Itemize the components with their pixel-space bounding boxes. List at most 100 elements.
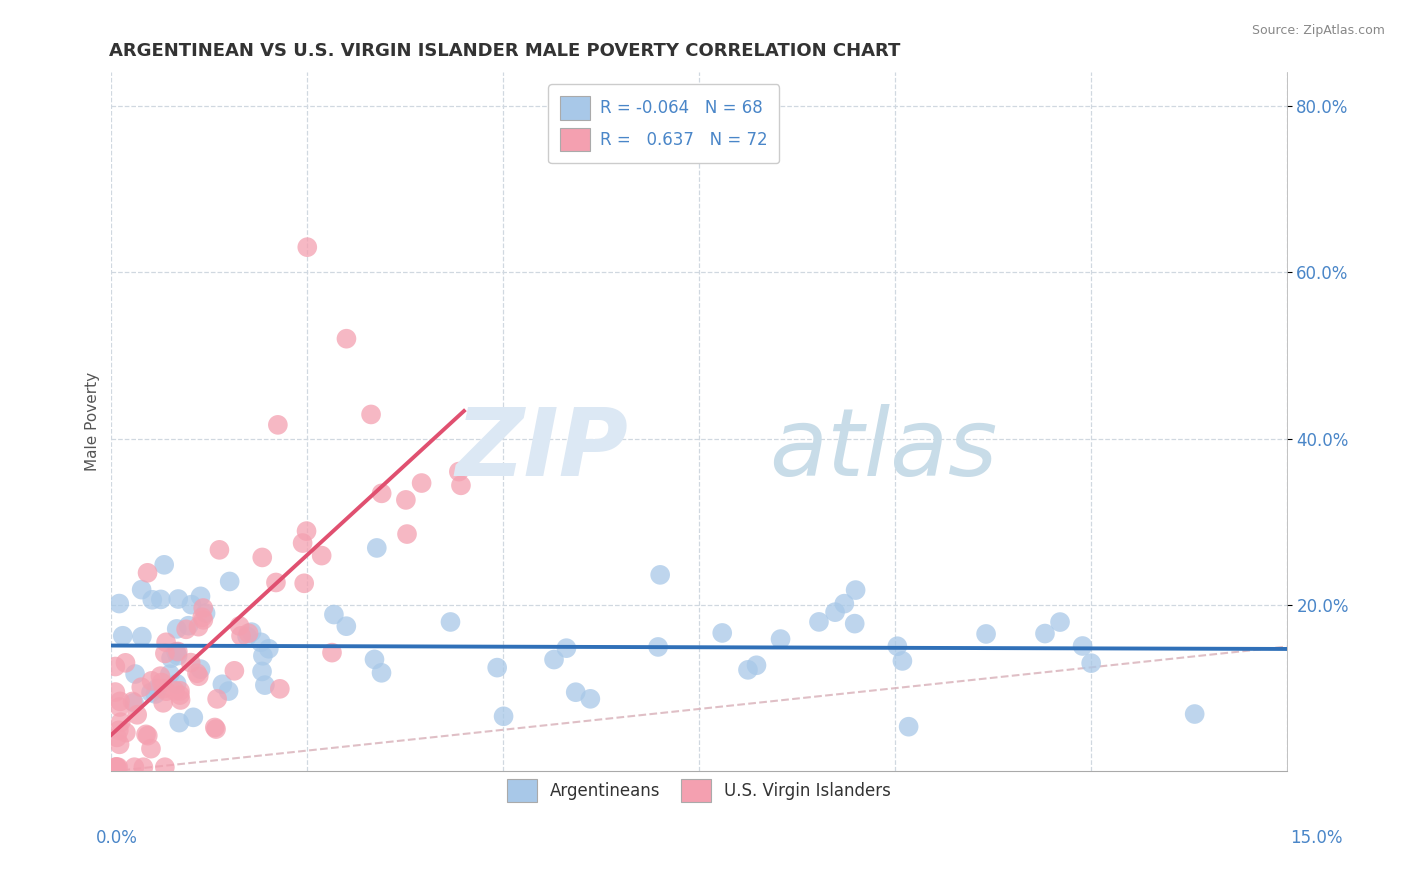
Point (564, 685, 586, 699)
Point (149, 669, 172, 683)
Point (152, 696, 174, 710)
Point (1049, 615, 1071, 629)
Point (291, 536, 314, 550)
Point (107, 760, 129, 774)
Point (447, 465, 470, 479)
Point (180, 598, 202, 612)
Point (650, 567, 672, 582)
Point (167, 592, 190, 607)
Point (150, 675, 173, 690)
Point (1071, 639, 1094, 653)
Point (292, 576, 315, 591)
Point (135, 727, 157, 741)
Point (193, 613, 215, 627)
Point (160, 651, 183, 665)
Point (492, 709, 515, 723)
Point (153, 647, 176, 661)
Point (166, 644, 188, 658)
Point (105, 760, 128, 774)
Point (486, 660, 509, 674)
Point (543, 652, 565, 666)
Point (267, 417, 290, 432)
Point (252, 648, 274, 663)
Point (104, 659, 127, 673)
Point (129, 680, 152, 694)
Point (218, 574, 240, 589)
Point (264, 575, 287, 590)
Point (165, 645, 187, 659)
Point (218, 684, 240, 698)
Point (108, 723, 131, 738)
Point (115, 725, 138, 739)
Point (1033, 626, 1056, 640)
Point (177, 618, 200, 632)
Point (229, 629, 252, 643)
Point (127, 707, 149, 722)
Point (647, 640, 669, 654)
Point (181, 710, 204, 724)
Point (335, 332, 357, 346)
Point (159, 667, 181, 681)
Point (152, 681, 174, 696)
Point (122, 696, 145, 710)
Point (250, 665, 273, 679)
Point (204, 721, 226, 735)
Point (737, 663, 759, 677)
Point (169, 693, 191, 707)
Point (155, 684, 177, 698)
Point (236, 629, 259, 643)
Point (194, 606, 217, 620)
Point (108, 597, 131, 611)
Point (111, 629, 134, 643)
Point (169, 688, 191, 702)
Point (108, 700, 131, 714)
Point (141, 673, 163, 688)
Point (166, 622, 188, 636)
Text: 0.0%: 0.0% (96, 829, 138, 847)
Point (363, 652, 385, 666)
Point (187, 669, 209, 683)
Point (132, 760, 155, 774)
Point (191, 610, 214, 624)
Point (335, 619, 357, 633)
Point (104, 760, 127, 774)
Point (187, 620, 209, 634)
Point (366, 541, 388, 555)
Point (297, 240, 319, 254)
Point (257, 641, 280, 656)
Point (190, 662, 212, 676)
Point (205, 722, 228, 736)
Point (252, 550, 274, 565)
Point (769, 632, 792, 646)
Point (845, 583, 868, 598)
Point (153, 558, 176, 572)
Point (834, 597, 856, 611)
Point (167, 715, 190, 730)
Point (238, 626, 260, 640)
Point (145, 687, 167, 701)
Point (105, 760, 128, 774)
Point (745, 658, 768, 673)
Point (108, 694, 131, 708)
Point (886, 639, 908, 653)
Point (169, 683, 191, 698)
Point (146, 681, 169, 696)
Point (155, 635, 177, 649)
Point (163, 683, 186, 698)
Point (450, 478, 472, 492)
Point (360, 408, 382, 422)
Point (253, 678, 276, 692)
Point (395, 492, 418, 507)
Point (180, 656, 202, 670)
Point (205, 692, 228, 706)
Point (190, 590, 212, 604)
Point (579, 691, 602, 706)
Point (153, 760, 176, 774)
Point (249, 635, 271, 649)
Point (139, 741, 162, 756)
Point (124, 760, 146, 774)
Point (193, 601, 215, 615)
Point (139, 685, 162, 699)
Text: ARGENTINEAN VS U.S. VIRGIN ISLANDER MALE POVERTY CORRELATION CHART: ARGENTINEAN VS U.S. VIRGIN ISLANDER MALE… (110, 42, 900, 60)
Point (555, 641, 578, 656)
